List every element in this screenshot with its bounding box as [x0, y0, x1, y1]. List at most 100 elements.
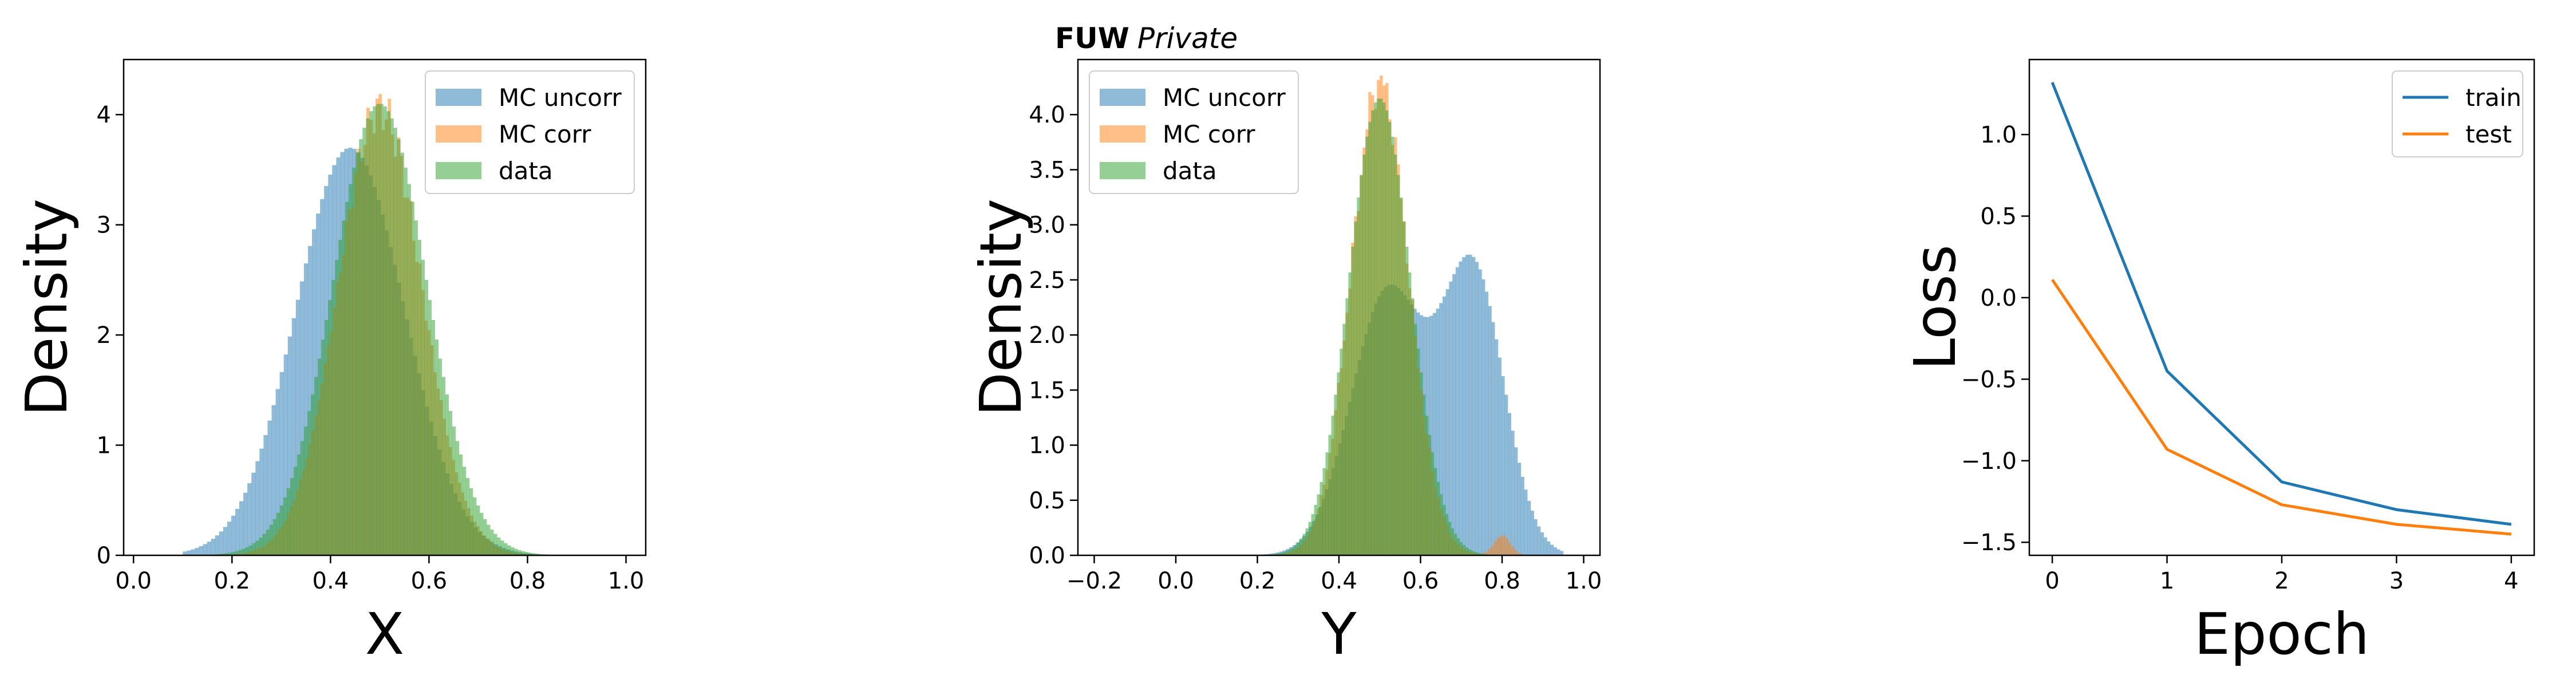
y-histogram-legend-label: data: [1163, 157, 1217, 185]
y-histogram-bar-mc-uncorr: [1495, 339, 1499, 555]
y-histogram-bar-mc-corr: [1496, 538, 1500, 555]
x-histogram-y-axis-label: Density: [13, 199, 80, 416]
y-histogram-bar-mc-uncorr: [1436, 309, 1440, 555]
y-histogram-bar-mc-uncorr: [1556, 549, 1560, 555]
y-histogram-x-axis-label: Y: [1321, 601, 1357, 668]
y-histogram-bar-mc-uncorr: [1547, 541, 1551, 555]
x-histogram-bar-data: [224, 553, 228, 555]
y-histogram-bar-data: [1397, 175, 1400, 555]
x-histogram-bar-data: [245, 547, 249, 555]
loss-curve-legend-label: train: [2466, 84, 2522, 112]
loss-curve-lines: [2050, 81, 2512, 536]
y-histogram-bar-mc-uncorr: [1553, 547, 1557, 555]
x-histogram-bar-data: [390, 118, 394, 556]
x-histogram-bar-data: [290, 477, 294, 555]
x-histogram-bar-data: [376, 104, 380, 556]
y-histogram-legend-swatch: [1100, 162, 1145, 179]
x-histogram-bar-data: [355, 152, 359, 555]
y-histogram-bar-mc-uncorr: [1540, 532, 1544, 555]
x-histogram-bar-data: [228, 552, 232, 555]
loss-curve-x-tick-label: 2: [2274, 568, 2289, 594]
x-histogram-bar-mc-uncorr: [187, 550, 191, 555]
y-histogram-bar-data: [1380, 98, 1383, 555]
y-histogram-bar-mc-uncorr: [1459, 261, 1463, 556]
x-histogram-bar-data: [452, 427, 456, 555]
loss-curve-x-tick-label: 3: [2389, 568, 2404, 594]
x-histogram-bar-mc-uncorr: [247, 483, 252, 555]
x-histogram-bar-data: [248, 545, 252, 555]
x-histogram-bar-mc-uncorr: [227, 522, 232, 555]
x-histogram-bar-data: [345, 202, 349, 555]
y-histogram-bar-mc-uncorr: [1452, 274, 1456, 555]
y-histogram-bar-data: [1476, 552, 1480, 555]
y-histogram-bar-data: [1388, 121, 1392, 555]
x-histogram-bar-data: [335, 259, 339, 555]
y-histogram-bar-data: [1459, 542, 1463, 555]
y-histogram-bar-data: [1345, 298, 1349, 555]
y-histogram-bar-mc-uncorr: [1504, 394, 1508, 555]
y-histogram-bar-mc-uncorr: [1524, 489, 1528, 555]
x-histogram-bar-mc-uncorr: [231, 515, 236, 555]
x-histogram-bar-data: [400, 152, 404, 555]
y-histogram-bar-data: [1348, 272, 1352, 555]
y-histogram-bar-data: [1357, 197, 1360, 556]
loss-curve-y-tick-label: 1.0: [1980, 122, 2017, 148]
y-histogram-x-ticks: −0.2 0.0 0.2 0.4 0.6 0.8 1.0: [1066, 555, 1602, 594]
y-histogram-bar-data: [1405, 246, 1409, 556]
y-histogram-bar-mc-uncorr: [1537, 526, 1541, 555]
y-histogram-bar-mc-corr: [1499, 536, 1503, 555]
x-histogram-bar-data: [380, 104, 384, 556]
x-histogram-bar-data: [511, 547, 515, 555]
loss-curve-y-tick-label: −1.5: [1961, 530, 2017, 556]
y-histogram-bar-mc-uncorr: [1432, 313, 1436, 555]
y-histogram-bar-mc-uncorr: [1560, 551, 1564, 555]
x-histogram-panel: 0.0 0.2 0.4 0.6 0.8 1.0 0 1 2 3 4 MC uncorr MC cor…: [13, 58, 647, 668]
loss-curve-y-tick-label: 0.0: [1980, 285, 2017, 311]
y-histogram-x-tick-label: 0.0: [1157, 568, 1194, 594]
x-histogram-bar-mc-uncorr: [295, 299, 301, 555]
x-histogram-bar-mc-uncorr: [303, 263, 309, 555]
y-histogram-title: FUW Private: [1055, 22, 1238, 55]
loss-curve-y-tick-label: −1.0: [1961, 448, 2017, 475]
x-histogram-bar-data: [483, 519, 487, 555]
y-histogram-bar-data: [1382, 102, 1386, 555]
x-histogram-bar-data: [473, 497, 477, 555]
x-histogram-x-tick-label: 0.0: [115, 568, 152, 594]
y-histogram-bar-mc-uncorr: [1514, 447, 1518, 555]
y-histogram-bar-mc-corr: [1516, 552, 1520, 555]
title-bold-part: FUW: [1055, 22, 1129, 55]
loss-curve-x-tick-label: 4: [2504, 568, 2518, 594]
x-histogram-bar-mc-uncorr: [223, 527, 228, 555]
x-histogram-y-tick-label: 2: [97, 322, 111, 349]
x-histogram-bar-mc-uncorr: [199, 546, 203, 555]
x-histogram-bar-data: [500, 540, 504, 555]
x-histogram-bar-data: [517, 550, 521, 555]
y-histogram-bar-data: [1479, 553, 1483, 555]
x-histogram-bar-mc-uncorr: [275, 389, 280, 555]
x-histogram-axes-frame: [123, 58, 647, 556]
x-histogram-bar-mc-uncorr: [259, 448, 264, 555]
x-histogram-bar-data: [328, 300, 332, 555]
loss-curve-legend-label: test: [2466, 120, 2512, 148]
y-histogram-bar-data: [1322, 468, 1326, 555]
x-histogram-bar-mc-uncorr: [191, 549, 195, 555]
x-histogram-bar-data: [242, 548, 246, 555]
y-histogram-y-tick-label: 0.5: [1029, 488, 1065, 514]
x-histogram-y-ticks: 0 1 2 3 4: [97, 102, 124, 569]
x-histogram-bar-data: [476, 506, 480, 555]
y-histogram-bar-data: [1462, 544, 1466, 555]
y-histogram-bar-mc-corr: [1514, 550, 1517, 555]
x-histogram-bar-data: [231, 552, 235, 555]
x-histogram-bar-data: [448, 410, 453, 555]
x-histogram-legend-label: data: [499, 157, 553, 185]
y-histogram-y-ticks: 0.0 0.5 1.0 1.5 2.0 2.5 3.0 3.5 4.0: [1029, 102, 1078, 569]
x-histogram-bar-mc-uncorr: [291, 318, 297, 555]
y-histogram-bar-mc-uncorr: [1485, 291, 1489, 555]
x-histogram-bar-mc-uncorr: [195, 548, 199, 555]
y-histogram-bar-data: [1473, 551, 1477, 555]
y-histogram-bar-mc-uncorr: [1518, 463, 1522, 555]
y-histogram-axes-frame: [1077, 58, 1601, 556]
x-histogram-bar-data: [325, 320, 329, 555]
y-histogram-bar-data: [1374, 102, 1377, 555]
